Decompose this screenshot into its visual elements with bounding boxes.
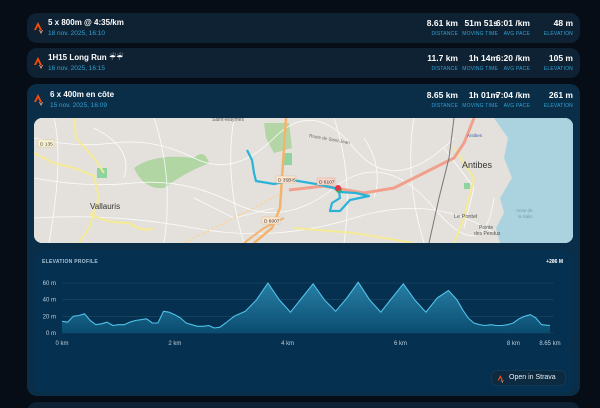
- stat-avg-pace: 6:20 /km AVG PACE: [496, 53, 530, 72]
- elevation-chart[interactable]: 0 m 20 m 40 m 60 m 0 km 2 km 4 km 6 km 8 km 8.65 …: [34, 250, 573, 360]
- svg-text:des Pendus: des Pendus: [474, 231, 501, 237]
- activity-header[interactable]: 5 x 800m @ 4:35/km 18 nov. 2025, 16:10 8…: [27, 13, 580, 43]
- stat-label: ELEVATION: [543, 103, 573, 109]
- stat-label: MOVING TIME: [462, 103, 498, 109]
- y-tick-label: 60 m: [43, 281, 56, 287]
- elevation-gain: +286 M: [546, 259, 563, 265]
- stat-elevation: 105 m ELEVATION: [544, 53, 573, 72]
- elevation-line: [61, 281, 551, 329]
- activity-title: 1H15 Long Run ☔☔: [48, 53, 124, 62]
- stat-label: ELEVATION: [543, 31, 573, 37]
- elevation-profile-title: ELEVATION PROFILE: [42, 259, 99, 265]
- stat-value: 1h 14m: [468, 53, 498, 63]
- stat-value: 1h 01m: [468, 90, 498, 100]
- svg-text:Le Pontel: Le Pontel: [454, 214, 477, 220]
- svg-text:D 6107: D 6107: [319, 180, 335, 186]
- stat-label: DISTANCE: [431, 66, 458, 72]
- strava-logo-icon: [34, 57, 43, 69]
- stat-moving-time: 1h 14m MOVING TIME: [462, 53, 498, 72]
- x-tick-label: 2 km: [168, 341, 181, 347]
- stat-label: MOVING TIME: [462, 31, 498, 37]
- stat-distance: 8.65 km DISTANCE: [427, 90, 458, 109]
- activity-header[interactable]: 6 x 400m en côte 15 nov. 2025, 16:09 8.6…: [27, 84, 580, 118]
- x-tick-label: 0 km: [55, 341, 68, 347]
- sea-area: [494, 118, 573, 243]
- svg-text:Anse de: Anse de: [516, 208, 533, 213]
- activity-card[interactable]: 1H15 Long Run ☔☔ 16 nov. 2025, 16:15 11.…: [27, 48, 580, 78]
- stat-value: 48 m: [553, 18, 573, 28]
- activity-card-expanded[interactable]: 6 x 400m en côte 15 nov. 2025, 16:09 8.6…: [27, 84, 580, 396]
- svg-text:D 35BIS: D 35BIS: [278, 178, 296, 184]
- stat-moving-time: 51m 51s MOVING TIME: [462, 18, 498, 37]
- activity-date: 15 nov. 2025, 16:09: [50, 102, 107, 109]
- map-canvas[interactable]: Vallauris Antibes Le Pontel Pointe des P…: [34, 118, 573, 243]
- x-tick-label: 6 km: [394, 341, 407, 347]
- map-label-antibes: Antibes: [462, 160, 493, 170]
- activity-date: 18 nov. 2025, 16:10: [48, 30, 105, 37]
- x-tick-label: 4 km: [281, 341, 294, 347]
- y-tick-label: 20 m: [43, 314, 56, 320]
- svg-text:Antibes: Antibes: [467, 133, 483, 138]
- stat-elevation: 261 m ELEVATION: [544, 90, 573, 109]
- stat-value: 6:01 /km: [495, 18, 530, 28]
- y-tick-label: 40 m: [43, 298, 56, 304]
- activity-card[interactable]: [27, 402, 580, 408]
- stat-avg-pace: 7:04 /km AVG PACE: [496, 90, 530, 109]
- svg-text:D 135: D 135: [40, 142, 53, 148]
- strava-logo-icon: [34, 94, 43, 106]
- stat-distance: 8.61 km DISTANCE: [427, 18, 458, 37]
- stat-label: AVG PACE: [503, 66, 530, 72]
- route-line: [246, 149, 371, 213]
- activity-date: 16 nov. 2025, 16:15: [48, 65, 105, 72]
- stat-label: DISTANCE: [431, 31, 458, 37]
- elevation-profile-panel: ELEVATION PROFILE +286 M 0 m 20 m 40 m 60 m…: [34, 250, 573, 393]
- open-in-strava-button[interactable]: Open in Strava: [491, 370, 566, 386]
- route-map[interactable]: Vallauris Antibes Le Pontel Pointe des P…: [34, 118, 573, 243]
- y-tick-label: 0 m: [46, 331, 56, 337]
- start-marker: [335, 185, 341, 191]
- stat-label: AVG PACE: [503, 31, 530, 37]
- open-in-strava-label: Open in Strava: [509, 374, 556, 381]
- x-tick-label: 8.65 km: [539, 341, 560, 347]
- stat-elevation: 48 m ELEVATION: [544, 18, 573, 37]
- svg-text:Pointe: Pointe: [479, 225, 493, 231]
- svg-text:D 6007: D 6007: [264, 219, 280, 225]
- svg-text:la Salis: la Salis: [518, 214, 533, 219]
- x-tick-label: 8 km: [507, 341, 520, 347]
- stat-label: AVG PACE: [503, 103, 530, 109]
- stat-value: 51m 51s: [464, 18, 498, 28]
- stat-avg-pace: 6:01 /km AVG PACE: [496, 18, 530, 37]
- stat-label: DISTANCE: [431, 103, 458, 109]
- strava-logo-icon: [34, 22, 43, 34]
- svg-text:Saint-Maymes: Saint-Maymes: [212, 118, 244, 123]
- stat-value: 8.61 km: [426, 18, 458, 28]
- stat-value: 6:20 /km: [495, 53, 530, 63]
- stat-value: 11.7 km: [427, 53, 458, 63]
- activity-title: 6 x 400m en côte: [50, 90, 115, 99]
- activity-card[interactable]: 5 x 800m @ 4:35/km 18 nov. 2025, 16:10 8…: [27, 13, 580, 43]
- stat-moving-time: 1h 01m MOVING TIME: [462, 90, 498, 109]
- elevation-area: [62, 282, 550, 333]
- stat-distance: 11.7 km DISTANCE: [427, 53, 458, 72]
- map-label-vallauris: Vallauris: [90, 202, 120, 211]
- activity-header[interactable]: 1H15 Long Run ☔☔ 16 nov. 2025, 16:15 11.…: [27, 48, 580, 78]
- stat-label: ELEVATION: [543, 66, 573, 72]
- stat-value: 8.65 km: [426, 90, 458, 100]
- stat-value: 7:04 /km: [495, 90, 530, 100]
- stat-label: MOVING TIME: [462, 66, 498, 72]
- strava-logo-icon: [497, 375, 504, 383]
- activity-title: 5 x 800m @ 4:35/km: [48, 18, 124, 27]
- stat-value: 261 m: [548, 90, 573, 100]
- stat-value: 105 m: [548, 53, 573, 63]
